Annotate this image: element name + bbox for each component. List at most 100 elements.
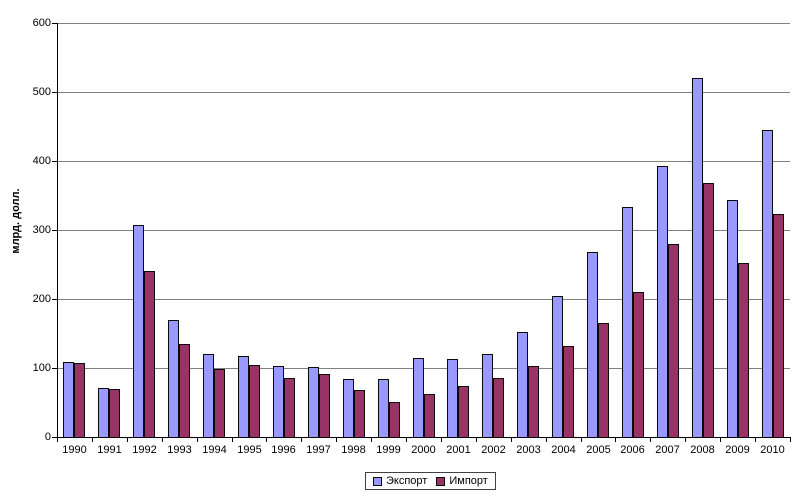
export-swatch-icon	[373, 476, 382, 486]
bar-export-1999	[378, 379, 389, 438]
bar-export-1990	[63, 362, 74, 438]
bar-import-2008	[703, 183, 714, 438]
bar-export-1992	[133, 225, 144, 438]
x-tick-3	[162, 438, 163, 442]
bar-import-2001	[458, 386, 469, 438]
x-category-label-2005: 2005	[586, 444, 611, 456]
x-category-label-2001: 2001	[446, 444, 471, 456]
bar-import-2007	[668, 244, 679, 438]
bar-import-1997	[319, 374, 330, 438]
y-tick-400	[52, 161, 57, 162]
bar-export-2002	[482, 354, 493, 438]
x-category-label-1997: 1997	[306, 444, 331, 456]
gridline-200	[57, 299, 790, 300]
y-tick-label-100: 100	[32, 362, 51, 374]
x-category-label-2002: 2002	[481, 444, 506, 456]
x-category-label-1995: 1995	[237, 444, 262, 456]
bar-import-2006	[633, 292, 644, 438]
bar-import-1991	[109, 389, 120, 438]
x-tick-19	[720, 438, 721, 442]
x-category-label-2008: 2008	[690, 444, 715, 456]
bar-import-1993	[179, 344, 190, 438]
x-tick-1	[92, 438, 93, 442]
x-category-label-1998: 1998	[341, 444, 366, 456]
x-tick-17	[650, 438, 651, 442]
x-tick-5	[232, 438, 233, 442]
bar-import-2002	[493, 378, 504, 438]
x-tick-8	[336, 438, 337, 442]
x-category-label-1992: 1992	[132, 444, 157, 456]
y-tick-100	[52, 368, 57, 369]
bar-export-2006	[622, 207, 633, 438]
bar-export-2010	[762, 130, 773, 438]
bar-export-2007	[657, 166, 668, 438]
y-tick-label-400: 400	[32, 155, 51, 167]
y-tick-label-300: 300	[32, 224, 51, 236]
x-category-label-2000: 2000	[411, 444, 436, 456]
x-tick-15	[581, 438, 582, 442]
x-tick-13	[511, 438, 512, 442]
bar-export-1996	[273, 366, 284, 438]
y-tick-300	[52, 230, 57, 231]
bar-export-1993	[168, 320, 179, 438]
bar-import-1998	[354, 390, 365, 438]
y-tick-label-600: 600	[32, 17, 51, 29]
bar-import-1999	[389, 402, 400, 438]
bar-import-1996	[284, 378, 295, 438]
x-category-label-2006: 2006	[620, 444, 645, 456]
bar-export-2000	[413, 358, 424, 438]
legend-item-import: Импорт	[436, 475, 488, 487]
bar-import-2004	[563, 346, 574, 438]
x-category-label-1996: 1996	[271, 444, 296, 456]
x-tick-18	[685, 438, 686, 442]
x-axis-line	[57, 437, 791, 438]
x-tick-20	[755, 438, 756, 442]
bar-import-1990	[74, 363, 85, 438]
y-tick-0	[52, 437, 57, 438]
bar-import-2000	[424, 394, 435, 438]
import-swatch-icon	[436, 476, 446, 486]
bar-export-2009	[727, 200, 738, 438]
y-tick-200	[52, 299, 57, 300]
bar-import-1995	[249, 365, 260, 438]
bar-export-1991	[98, 388, 109, 438]
bar-export-2005	[587, 252, 598, 438]
x-tick-10	[406, 438, 407, 442]
x-tick-11	[441, 438, 442, 442]
gridline-300	[57, 230, 790, 231]
x-tick-7	[301, 438, 302, 442]
x-category-label-2004: 2004	[551, 444, 576, 456]
x-category-label-2010: 2010	[760, 444, 785, 456]
x-tick-14	[546, 438, 547, 442]
legend-label-import: Импорт	[449, 475, 488, 487]
x-tick-6	[266, 438, 267, 442]
legend-label-export: Экспорт	[386, 475, 428, 487]
y-tick-label-0: 0	[44, 431, 51, 443]
x-tick-21	[790, 438, 791, 442]
bar-import-2010	[773, 214, 784, 438]
bar-export-1994	[203, 354, 214, 438]
bar-export-1995	[238, 356, 249, 438]
x-category-label-2003: 2003	[516, 444, 541, 456]
x-category-label-1993: 1993	[167, 444, 192, 456]
bar-import-2005	[598, 323, 609, 438]
x-category-label-1994: 1994	[202, 444, 227, 456]
x-tick-2	[127, 438, 128, 442]
bar-export-2008	[692, 78, 703, 438]
y-tick-600	[52, 23, 57, 24]
bar-export-1997	[308, 367, 319, 438]
y-tick-label-500: 500	[32, 86, 51, 98]
bar-import-1992	[144, 271, 155, 438]
y-tick-label-200: 200	[32, 293, 51, 305]
gridline-500	[57, 92, 790, 93]
bar-export-2004	[552, 296, 563, 438]
x-tick-12	[476, 438, 477, 442]
bar-import-1994	[214, 369, 225, 438]
x-category-label-1990: 1990	[62, 444, 87, 456]
bar-export-1998	[343, 379, 354, 438]
x-category-label-2007: 2007	[655, 444, 680, 456]
bar-import-2009	[738, 263, 749, 438]
x-category-label-1999: 1999	[376, 444, 401, 456]
bar-export-2001	[447, 359, 458, 438]
x-tick-16	[615, 438, 616, 442]
